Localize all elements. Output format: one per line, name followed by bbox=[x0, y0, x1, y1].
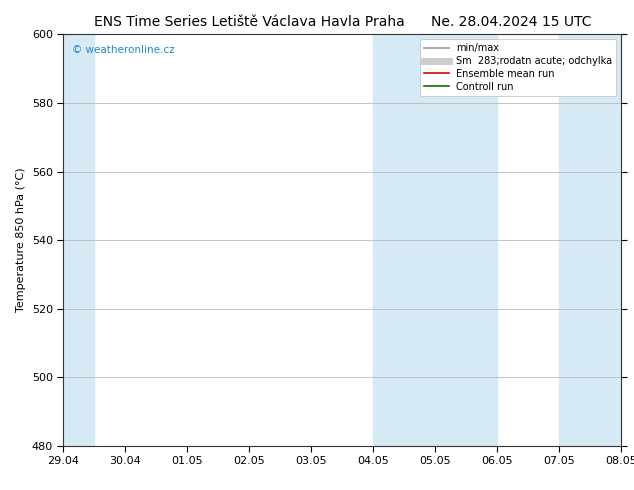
Bar bbox=[559, 34, 621, 446]
Text: © weatheronline.cz: © weatheronline.cz bbox=[72, 45, 174, 54]
Title: ENS Time Series Letiště Václava Havla Praha      Ne. 28.04.2024 15 UTC: ENS Time Series Letiště Václava Havla Pr… bbox=[94, 15, 591, 29]
Legend: min/max, Sm  283;rodatn acute; odchylka, Ensemble mean run, Controll run: min/max, Sm 283;rodatn acute; odchylka, … bbox=[420, 39, 616, 96]
Bar bbox=[63, 34, 94, 446]
Y-axis label: Temperature 850 hPa (°C): Temperature 850 hPa (°C) bbox=[16, 168, 26, 313]
Bar bbox=[373, 34, 497, 446]
